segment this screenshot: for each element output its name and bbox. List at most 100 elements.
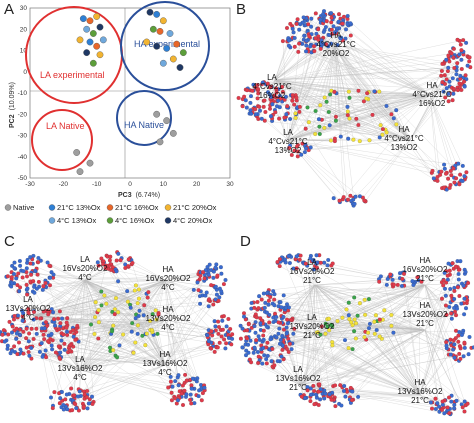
network-label-line: 20%O2 — [323, 49, 350, 58]
network-edge — [26, 276, 166, 366]
network-edge — [84, 279, 158, 335]
network-edge — [257, 98, 411, 141]
network-edge — [320, 105, 411, 141]
network-node — [215, 345, 220, 350]
pca-xlabel-pct: (6.74%) — [136, 192, 161, 199]
network-edge — [317, 391, 421, 396]
network-node — [15, 352, 20, 357]
network-edge — [287, 139, 366, 202]
network-node — [245, 328, 250, 333]
network-edge — [58, 279, 86, 355]
network-node — [446, 91, 451, 96]
network-edge — [164, 279, 204, 394]
network-label-line: HA — [419, 301, 431, 310]
la-native-label: LA Native — [46, 121, 85, 131]
pca-y-tick-label: -40 — [18, 154, 28, 161]
network-node — [278, 96, 283, 101]
network-node — [462, 174, 467, 179]
network-edge — [79, 271, 214, 371]
network-node — [61, 403, 66, 407]
pca-y-tick-label: 10 — [20, 48, 28, 55]
network-edge — [393, 332, 421, 396]
network-edge — [27, 279, 86, 295]
network-node — [34, 331, 39, 336]
network-node — [76, 394, 81, 399]
network-node — [346, 89, 351, 94]
network-node — [384, 104, 389, 108]
network-node — [462, 345, 467, 350]
network-node — [262, 353, 267, 358]
network-edge — [374, 321, 426, 331]
network-edge — [367, 93, 431, 96]
network-node — [302, 33, 307, 38]
network-comparison-label: LA 4°Cvs21°C 13%O2 — [268, 128, 308, 155]
network-node — [437, 404, 442, 409]
network-node — [218, 265, 223, 270]
network-edge — [158, 279, 166, 315]
network-edge — [274, 79, 348, 116]
network-node — [64, 320, 69, 325]
network-node — [277, 341, 282, 346]
network-edge — [34, 314, 113, 332]
network-edge — [98, 319, 166, 339]
network-node — [275, 260, 280, 264]
network-node — [35, 272, 40, 277]
network-edge — [424, 329, 465, 412]
network-node — [45, 260, 50, 265]
network-edge — [424, 298, 455, 331]
network-edge — [334, 44, 445, 62]
network-node — [450, 261, 455, 266]
network-label-line: 13Vs16%O2 — [58, 364, 103, 373]
network-edge — [320, 329, 426, 390]
network-node — [442, 411, 447, 416]
network-node — [298, 253, 303, 258]
network-node — [24, 326, 29, 331]
network-node — [353, 194, 358, 199]
network-node — [444, 77, 449, 82]
pca-point — [163, 117, 171, 125]
network-label-line: 16%O2 — [419, 99, 446, 108]
network-edge — [79, 369, 191, 401]
network-node — [365, 91, 370, 96]
network-edge — [429, 94, 463, 182]
network-edge — [287, 319, 316, 336]
network-node — [216, 319, 221, 324]
network-node — [317, 382, 322, 387]
network-node — [313, 36, 318, 41]
network-edge — [429, 94, 451, 172]
network-edge — [314, 284, 350, 320]
network-node — [459, 67, 464, 71]
network-node — [297, 41, 302, 46]
network-node — [328, 92, 333, 97]
network-node — [294, 95, 299, 100]
network-node — [195, 280, 200, 285]
network-edge — [79, 310, 140, 371]
network-node — [378, 123, 383, 128]
network-edge — [164, 289, 194, 366]
network-node — [312, 402, 317, 407]
network-comparison-label: HA 13Vs20%O2 21°C — [403, 301, 448, 328]
network-node — [461, 283, 466, 288]
network-node — [271, 289, 276, 294]
network-node — [437, 409, 442, 414]
network-node — [366, 330, 371, 335]
network-node — [40, 287, 45, 292]
network-node — [14, 276, 19, 281]
network-edge — [334, 44, 336, 92]
network-node — [439, 169, 444, 174]
network-node — [245, 336, 249, 341]
network-node — [242, 94, 247, 99]
network-edge — [164, 279, 192, 389]
network-node — [372, 319, 377, 324]
network-node — [53, 323, 57, 328]
network-node — [356, 123, 361, 127]
network-node — [12, 317, 16, 322]
network-node — [318, 397, 323, 402]
network-node — [435, 178, 440, 183]
network-node — [224, 341, 229, 346]
network-node — [29, 272, 33, 277]
network-edge — [84, 279, 94, 402]
network-node — [304, 146, 308, 151]
